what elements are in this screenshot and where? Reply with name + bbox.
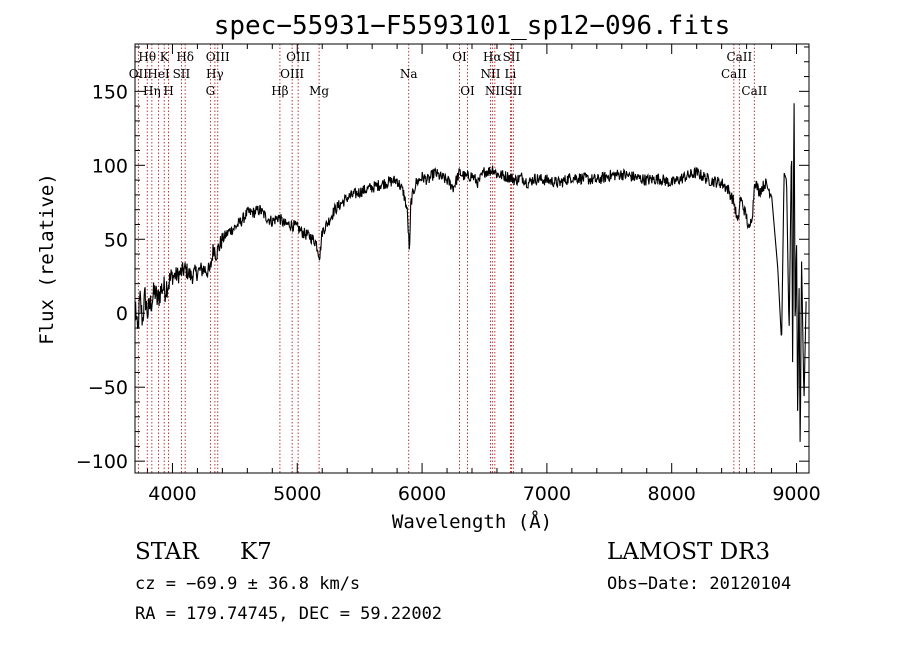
spectral-line-label-OI-6364: OI xyxy=(460,84,475,98)
x-tick-label: 8000 xyxy=(648,483,696,505)
plot-frame xyxy=(134,43,810,474)
spectral-line-label-SII-6716: SII xyxy=(503,50,521,64)
spectral-line-label-OIII-5007: OIII xyxy=(286,50,310,64)
spectral-line-label-OII: OII xyxy=(129,67,149,81)
y-axis-label: Flux (relative) xyxy=(36,173,58,345)
observation-date: Obs−Date: 20120104 xyxy=(607,574,791,594)
x-axis-label: Wavelength (Å) xyxy=(392,510,552,533)
y-tick-label: −50 xyxy=(88,377,128,399)
spectral-line-label-G: G xyxy=(206,84,216,98)
spectral-line-label-SII-6731: SII xyxy=(504,84,522,98)
spectral-line-label-H-delta: Hδ xyxy=(176,50,194,64)
spectral-line-markers xyxy=(137,44,755,473)
spectral-line-label-H-gamma: Hγ xyxy=(206,67,224,81)
x-tick-label: 6000 xyxy=(398,483,446,505)
chart-title: spec−55931−F5593101_sp12−096.fits xyxy=(214,11,731,41)
spectral-line-label-CaII-8542: CaII xyxy=(726,50,752,64)
y-tick-label: 50 xyxy=(104,229,128,251)
spectral-line-label-NII-6583: NII xyxy=(485,84,505,98)
y-tick-label: 100 xyxy=(92,155,128,177)
spectral-line-label-Li: Li xyxy=(505,67,517,81)
x-tick-label: 5000 xyxy=(273,483,321,505)
spectral-line-label-SII-4072: SII xyxy=(173,67,191,81)
spectral-line-label-NII-6548: NII xyxy=(480,67,500,81)
spectrum-series-line xyxy=(135,103,807,442)
object-class: STAR xyxy=(135,539,199,565)
y-tick-label: 0 xyxy=(116,303,128,325)
spectral-line-label-CaII-8498: CaII xyxy=(721,67,747,81)
spectral-line-label-OIII-4363: OIII xyxy=(206,50,230,64)
x-tick-label: 7000 xyxy=(523,483,571,505)
y-tick-label: −100 xyxy=(76,451,128,473)
spectral-line-label-H-eta: Hη xyxy=(143,84,161,98)
spectral-line-label-H-theta: Hθ xyxy=(138,50,156,64)
spectral-line-label-K: K xyxy=(160,50,170,64)
spectral-line-label-CaII-8662: CaII xyxy=(741,84,767,98)
axis-ticks: 4000 5000 6000 7000 8000 9000 −100 −50 0 50 100 150 xyxy=(76,44,821,505)
spectral-line-label-H-alpha: Hα xyxy=(483,50,502,64)
spectral-line-label-HeI: HeI xyxy=(147,67,170,81)
spectral-line-labels: OIIHθHηKHeIHSIIHδGHγOIIIHβOIIIOIIIMgNaOI… xyxy=(129,50,768,98)
spectral-line-label-OI-6300: OI xyxy=(452,50,467,64)
spectral-line-label-OIII-4959: OIII xyxy=(280,67,304,81)
x-tick-label: 9000 xyxy=(772,483,820,505)
coordinates-readout: RA = 179.74745, DEC = 59.22002 xyxy=(135,604,442,624)
x-tick-label: 4000 xyxy=(148,483,196,505)
object-subclass: K7 xyxy=(240,539,272,565)
spectral-line-label-H: H xyxy=(163,84,173,98)
y-tick-label: 150 xyxy=(92,81,128,103)
spectral-line-label-Mg: Mg xyxy=(309,84,329,98)
redshift-readout: cz = −69.9 ± 36.8 km/s xyxy=(135,574,360,594)
survey-name: LAMOST DR3 xyxy=(607,539,770,565)
spectral-line-label-Na: Na xyxy=(400,67,418,81)
spectral-line-label-H-beta: Hβ xyxy=(271,84,288,98)
